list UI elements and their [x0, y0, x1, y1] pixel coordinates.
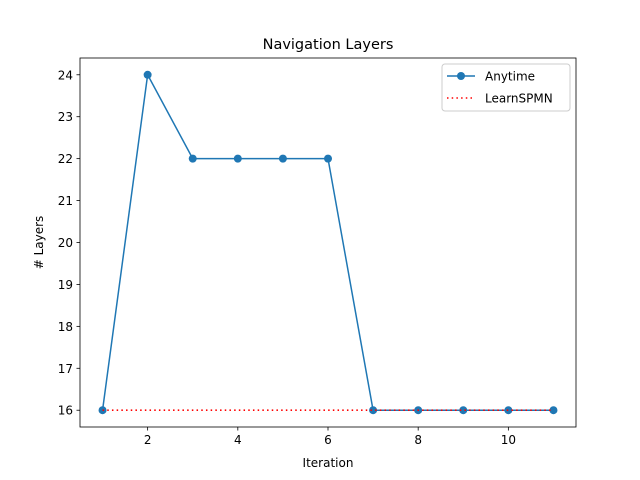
- data-point-anytime-4: [233, 154, 242, 163]
- y-axis-title: # Layers: [32, 216, 46, 270]
- data-point-anytime-3: [188, 154, 197, 163]
- y-tick-label-20: 20: [58, 236, 73, 250]
- legend-label-learnspmn: LearnSPMN: [485, 92, 553, 106]
- y-axis: 16 17 18 19 20 21 22 23 24: [58, 68, 80, 418]
- y-tick-label-18: 18: [58, 320, 73, 334]
- chart-title: Navigation Layers: [263, 37, 394, 53]
- legend: Anytime LearnSPMN: [441, 63, 571, 112]
- x-tick-label-2: 2: [144, 433, 152, 447]
- y-tick-label-24: 24: [58, 68, 73, 82]
- x-tick-label-8: 8: [414, 433, 422, 447]
- data-point-anytime-6: [324, 154, 332, 163]
- y-tick-label-17: 17: [58, 362, 73, 376]
- data-point-anytime-10: [504, 406, 513, 415]
- y-tick-label-21: 21: [58, 194, 73, 208]
- plot-area: [98, 70, 558, 415]
- x-tick-label-10: 10: [501, 433, 516, 447]
- x-tick-label-6: 6: [324, 433, 332, 447]
- y-tick-label-23: 23: [58, 110, 73, 124]
- data-point-anytime-5: [278, 154, 287, 163]
- x-tick-label-4: 4: [234, 433, 242, 447]
- y-tick-label-16: 16: [58, 404, 73, 418]
- y-tick-label-19: 19: [58, 278, 73, 292]
- x-axis: 2 4 6 8 10: [144, 427, 516, 447]
- legend-marker-anytime: [457, 72, 465, 80]
- x-axis-title: Iteration: [303, 456, 354, 470]
- data-point-anytime-2: [143, 70, 152, 79]
- data-point-anytime-11: [549, 406, 558, 415]
- data-point-anytime-7: [369, 406, 378, 415]
- data-point-anytime-9: [459, 406, 468, 415]
- legend-label-anytime: Anytime: [485, 70, 535, 84]
- y-tick-label-22: 22: [58, 152, 73, 166]
